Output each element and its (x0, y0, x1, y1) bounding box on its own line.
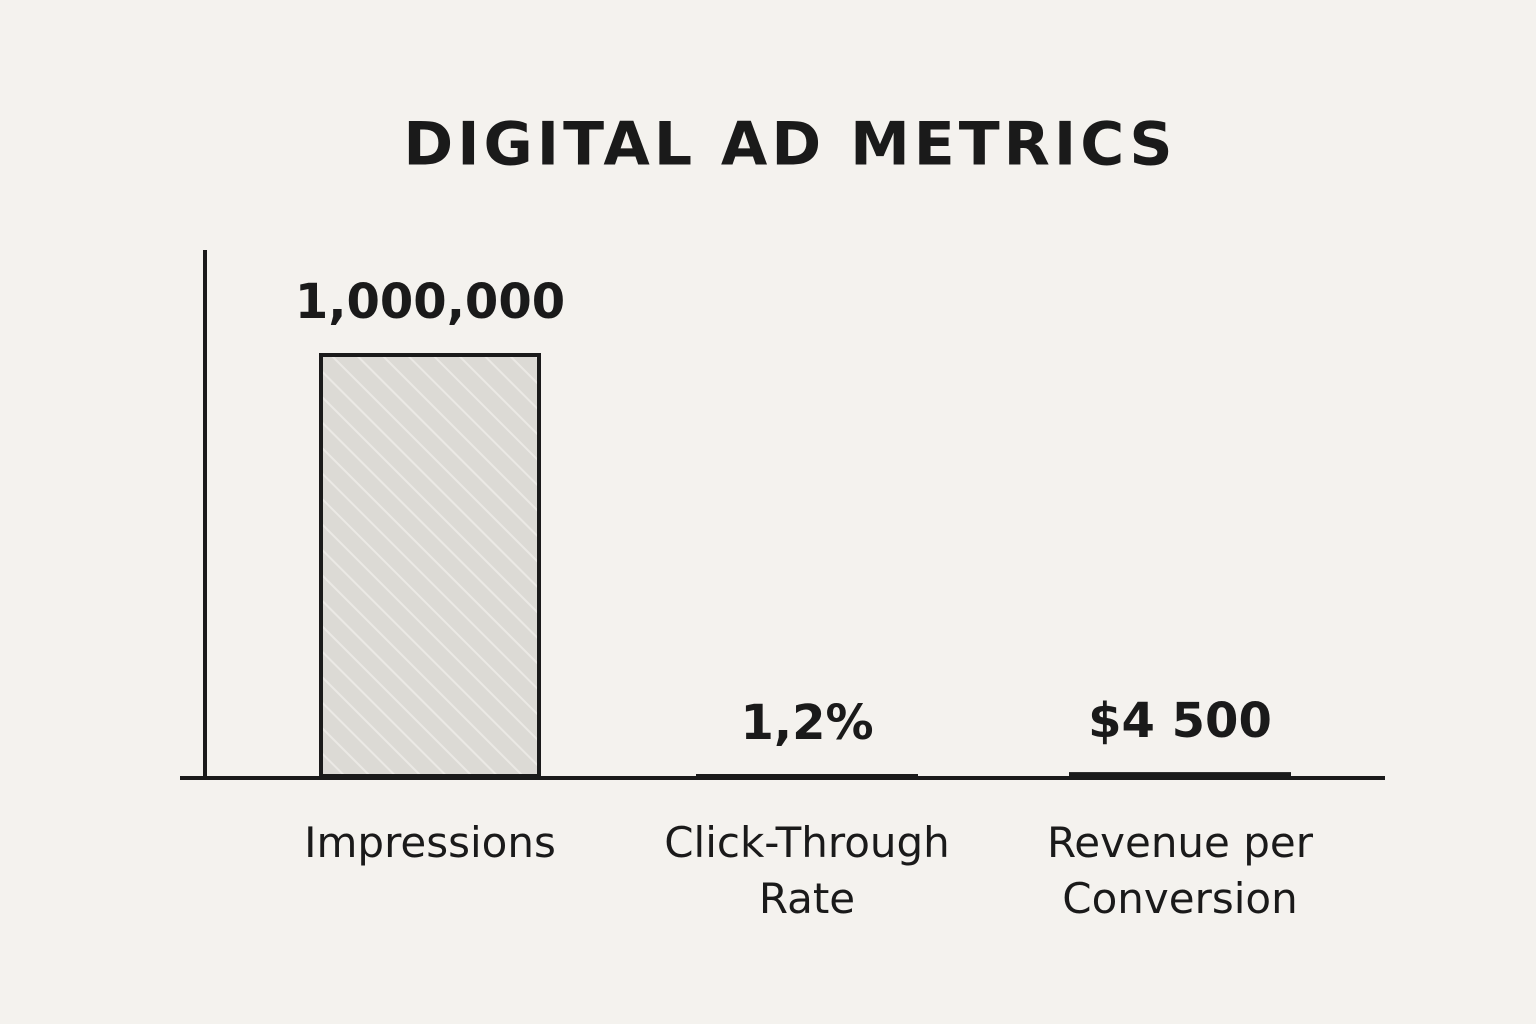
x-tick-label: Revenue per Conversion (1046, 818, 1314, 923)
x-tick-label: Impressions (304, 818, 556, 867)
x-tick-label: Click-Through Rate (664, 818, 950, 923)
value-label: 1,000,000 (295, 274, 565, 330)
chart-title: DIGITAL AD METRICS (403, 110, 1176, 180)
bar (1069, 772, 1291, 779)
value-label: 1,2% (740, 695, 873, 751)
bar (319, 353, 541, 778)
value-label: $4 500 (1088, 693, 1272, 749)
